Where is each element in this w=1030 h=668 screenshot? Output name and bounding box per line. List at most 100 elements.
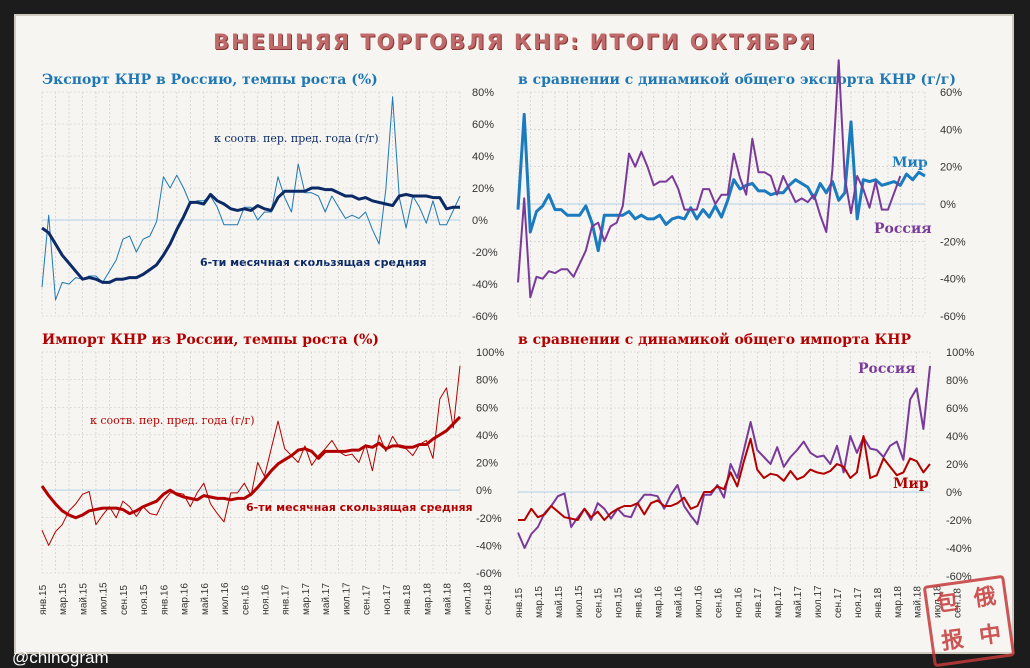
y-tick-label: 0% — [940, 199, 956, 211]
x-tick-label: ноя.16 — [260, 584, 271, 615]
x-tick-label: мар.17 — [301, 583, 312, 615]
watermark-text: @chinogram — [12, 648, 109, 667]
x-tick-label: июл.16 — [693, 585, 704, 618]
y-tick-label: 40% — [476, 430, 498, 442]
paper-background — [14, 14, 1014, 654]
y-tick-label: 0% — [476, 485, 492, 497]
y-tick-label: 100% — [946, 347, 974, 359]
seal-char: 俄 — [972, 584, 998, 612]
x-tick-label: янв.15 — [514, 587, 525, 618]
import-compare-title: в сравнении с динамикой общего импорта К… — [518, 331, 911, 348]
x-tick-label: июл.18 — [463, 582, 474, 615]
x-tick-label: сен.15 — [594, 588, 605, 618]
import-avg-annotation: 6-ти месячная скользящая средняя — [246, 501, 473, 514]
x-tick-label: сен.17 — [362, 585, 373, 615]
y-tick-label: -60% — [476, 568, 502, 580]
y-tick-label: 80% — [946, 375, 968, 387]
x-tick-label: июл.15 — [574, 585, 585, 618]
x-tick-label: мар.15 — [534, 586, 545, 618]
x-tick-label: сен.18 — [483, 585, 494, 615]
chart-marks: -60% -40% -20% 0% 20% 40% 60% 80% -60% -40% -20% 0%… — [38, 59, 974, 618]
series-line — [41, 186, 460, 284]
x-tick-label: июл.17 — [341, 582, 352, 615]
x-tick-label: мар.18 — [893, 586, 904, 618]
x-tick-label: ноя.16 — [733, 587, 744, 618]
y-tick-label: -40% — [476, 540, 502, 552]
y-tick-label: 20% — [940, 162, 962, 174]
series-line — [40, 415, 462, 520]
x-tick-label: мар.16 — [654, 586, 665, 618]
series-line — [41, 96, 461, 301]
y-tick-label: -20% — [940, 236, 966, 248]
x-tick-label: май.17 — [793, 586, 804, 618]
y-tick-label: 20% — [946, 459, 968, 471]
series-line — [518, 435, 931, 521]
x-tick-label: мар.15 — [58, 583, 69, 615]
x-tick-label: янв.15 — [38, 584, 49, 615]
export-russia-label: Россия — [874, 221, 932, 237]
y-tick-label: -40% — [940, 274, 966, 286]
x-tick-label: май.18 — [913, 586, 924, 618]
x-tick-label: май.18 — [443, 583, 454, 615]
y-tick-label: 40% — [940, 124, 962, 136]
seal-char: 中 — [977, 621, 1003, 650]
x-tick-label: июл.17 — [813, 585, 824, 618]
y-tick-label: -40% — [472, 279, 498, 291]
x-tick-label: май.16 — [673, 586, 684, 618]
x-tick-label: сен.18 — [953, 588, 964, 618]
y-tick-label: 60% — [472, 119, 494, 131]
x-tick-label: май.15 — [78, 583, 89, 615]
x-tick-label: май.17 — [321, 583, 332, 615]
import-yoy-annotation: к соотв. пер. пред. года (г/г) — [90, 414, 255, 427]
x-tick-label: ноя.15 — [614, 587, 625, 618]
series-line — [516, 112, 926, 253]
x-tick-label: сен.16 — [240, 585, 251, 615]
export-avg-annotation: 6-ти месячная скользящая средняя — [200, 256, 427, 269]
series-line — [41, 365, 461, 546]
y-tick-label: 0% — [946, 487, 962, 499]
x-tick-label: янв.18 — [873, 587, 884, 618]
y-tick-label: 60% — [940, 87, 962, 99]
x-tick-label: ноя.15 — [139, 584, 150, 615]
x-tick-label: мар.16 — [180, 583, 191, 615]
x-tick-label: май.16 — [200, 583, 211, 615]
page-title: ВНЕШНЯЯ ТОРГОВЛЯ КНР: ИТОГИ ОКТЯБРЯ — [213, 30, 817, 54]
x-tick-label: июл.16 — [220, 582, 231, 615]
y-tick-label: -20% — [472, 247, 498, 259]
x-tick-label: янв.17 — [281, 584, 292, 615]
seal-char: 包 — [934, 589, 960, 618]
x-tick-label: мар.18 — [422, 583, 433, 615]
series-line — [517, 365, 931, 549]
seal-stamp: 包 俄 报 中 — [922, 574, 1016, 668]
y-tick-label: 80% — [472, 87, 494, 99]
export-world-label: Мир — [892, 155, 928, 171]
x-tick-label: июл.15 — [99, 582, 110, 615]
series-line — [517, 59, 902, 299]
import-russia-label: Россия — [858, 361, 916, 377]
x-tick-label: ноя.17 — [382, 584, 393, 615]
export-chart-title: Экспорт КНР в Россию, темпы роста (%) — [42, 72, 378, 88]
x-tick-label: янв.18 — [402, 584, 413, 615]
import-chart-title: Импорт КНР из России, темпы роста (%) — [42, 332, 379, 348]
y-tick-label: 80% — [476, 375, 498, 387]
export-yoy-annotation: к соотв. пер. пред. года (г/г) — [214, 132, 379, 145]
x-tick-label: янв.16 — [634, 587, 645, 618]
x-tick-label: мар.17 — [773, 586, 784, 618]
y-tick-label: 60% — [476, 402, 498, 414]
x-tick-label: май.15 — [554, 586, 565, 618]
seal-char: 报 — [939, 627, 966, 655]
y-tick-label: 40% — [472, 151, 494, 163]
x-tick-label: июл.18 — [933, 585, 944, 618]
y-tick-label: 20% — [476, 458, 498, 470]
y-tick-label: -60% — [946, 571, 972, 583]
export-compare-title: в сравнении с динамикой общего экспорта … — [518, 71, 956, 88]
y-tick-label: -60% — [472, 311, 498, 323]
y-tick-label: -60% — [940, 311, 966, 323]
x-tick-label: янв.17 — [753, 587, 764, 618]
x-tick-label: сен.16 — [713, 588, 724, 618]
x-tick-label: янв.16 — [159, 584, 170, 615]
x-tick-label: ноя.17 — [853, 587, 864, 618]
y-tick-label: -20% — [946, 515, 972, 527]
x-tick-label: сен.17 — [833, 588, 844, 618]
y-tick-label: 20% — [472, 183, 494, 195]
